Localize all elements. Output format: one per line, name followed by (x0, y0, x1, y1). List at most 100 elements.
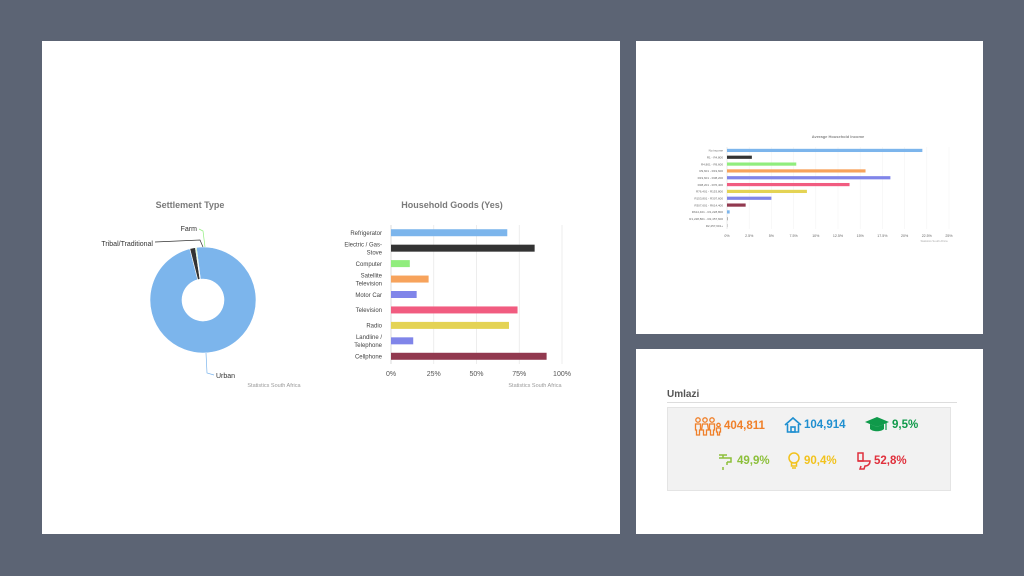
goods-category-label: Refrigerator (350, 231, 382, 237)
income-x-tick: 0% (724, 234, 730, 238)
income-category-label: R307,601 - R614,400 (694, 203, 723, 207)
goods-category-label: Cellphone (355, 355, 383, 361)
stat-electricity-value: 90,4% (804, 455, 837, 467)
pie-label: Tribal/Traditional (101, 241, 153, 248)
light-bulb-icon (788, 452, 800, 469)
income-x-tick: 22.5% (922, 234, 933, 238)
goods-bar (391, 260, 410, 268)
income-category-label: No income (709, 149, 724, 153)
stat-households: 104,914 (784, 416, 846, 434)
goods-category-label: Electric / Gas- Stove (344, 242, 382, 256)
goods-category-label: Landline / Telephone (354, 335, 382, 349)
goods-bar (391, 337, 414, 345)
graduation-cap-icon (865, 417, 889, 432)
income-panel: Average Household Income 0% 2.5% 5% 7.5% 10%… (636, 41, 983, 334)
goods-x-tick: 75% (512, 371, 526, 378)
goods-category-label-line: Satellite (361, 273, 383, 279)
goods-x-tick: 100% (553, 371, 571, 378)
goods-category-label-line: Television (356, 281, 382, 287)
area-name: Umlazi (667, 389, 700, 400)
goods-category-label: Satellite Television (356, 273, 383, 287)
income-x-tick: 12.5% (833, 234, 844, 238)
income-category-label: R4,801 - R9,600 (701, 162, 723, 166)
stat-households-value: 104,914 (804, 419, 846, 431)
stat-population: 404,811 (694, 416, 765, 436)
stat-flush-toilet: 52,8% (856, 451, 907, 471)
income-category-label: R614,401 - R1,228,800 (692, 210, 724, 214)
goods-x-tick: 50% (469, 371, 483, 378)
income-x-tick: 20% (901, 234, 909, 238)
stat-flush-toilet-value: 52,8% (874, 455, 907, 467)
pie-connector-2 (198, 228, 206, 248)
toilet-icon (857, 452, 871, 470)
income-bar (727, 148, 923, 153)
goods-category-label: Television (356, 308, 382, 314)
income-x-tick: 17.5% (877, 234, 888, 238)
goods-source: Statistics South Africa (508, 383, 562, 389)
stat-piped-water-value: 49,9% (737, 455, 770, 467)
income-bar (727, 182, 850, 187)
income-bar (727, 223, 728, 228)
pie-label: Farm (181, 226, 198, 233)
goods-category-label-line: Telephone (354, 343, 382, 349)
pie-label: Urban (216, 373, 235, 380)
water-tap-icon (719, 454, 732, 470)
income-bar (727, 176, 891, 180)
goods-category-label-line: Electric / Gas- (344, 242, 382, 248)
income-bar (727, 196, 772, 200)
goods-category-label: Computer (356, 262, 382, 268)
income-chart-svg: Average Household Income 0% 2.5% 5% 7.5% 10%… (689, 134, 953, 243)
goods-bar (391, 244, 535, 252)
income-category-label: R76,401 - R153,800 (696, 190, 723, 194)
income-bar (727, 189, 807, 194)
settlement-source: Statistics South Africa (247, 383, 301, 389)
income-x-tick: 5% (769, 234, 775, 238)
income-x-tick: 10% (812, 234, 820, 238)
goods-bar (391, 275, 429, 283)
income-chart-title: Average Household Income (812, 134, 865, 139)
goods-bar (391, 291, 417, 298)
area-stats-panel: Umlazi 404,811 104,914 (636, 349, 983, 534)
main-charts-svg: Settlement Type Urban Tribal/Traditional F… (101, 200, 571, 389)
goods-category-label-line: Landline / (356, 335, 382, 341)
income-source: Statistics South Africa (920, 239, 947, 243)
pie-slice-farm (195, 247, 201, 280)
settlement-pie: Urban Tribal/Traditional Farm (101, 226, 257, 380)
income-x-tick: 2.5% (745, 234, 754, 238)
income-category-label: R153,801 - R307,600 (694, 196, 723, 200)
goods-category-label-line: Motor Car (355, 293, 382, 299)
income-bar (727, 169, 866, 173)
income-category-label: R2,457,601+ (706, 224, 724, 228)
income-bar (727, 203, 746, 207)
goods-category-label: Radio (366, 324, 382, 330)
income-category-label: R38,201 - R76,400 (698, 183, 724, 187)
divider (667, 402, 957, 403)
stat-education: 9,5% (864, 416, 918, 434)
goods-bar (391, 321, 509, 329)
goods-category-label-line: Radio (366, 324, 382, 330)
goods-category-label: Motor Car (355, 293, 382, 299)
goods-bar (391, 229, 508, 237)
stats-box: 404,811 104,914 9,5% 49,9% 90,4% (667, 407, 951, 491)
house-icon (784, 416, 802, 433)
stat-electricity: 90,4% (786, 451, 837, 471)
goods-category-label-line: Refrigerator (350, 231, 382, 237)
goods-category-label-line: Television (356, 308, 382, 314)
income-x-tick: 15% (857, 234, 865, 238)
goods-x-tick: 25% (427, 371, 441, 378)
goods-category-label-line: Computer (356, 262, 382, 268)
income-category-label: R9,601 - R19,600 (699, 169, 723, 173)
income-x-tick: 7.5% (789, 234, 798, 238)
settlement-and-goods-panel: Settlement Type Urban Tribal/Traditional F… (42, 41, 620, 534)
income-bar-chart: 0% 2.5% 5% 7.5% 10% 12.5% 15% 17.5% 20% 22.5% 25% N… (689, 147, 953, 238)
stat-piped-water: 49,9% (717, 451, 770, 471)
pie-slice-urban (149, 246, 257, 354)
people-icon (694, 417, 722, 436)
income-category-label: R1,228,801 - R2,457,600 (689, 217, 723, 221)
income-x-tick: 25% (945, 234, 953, 238)
income-category-label: R1 - R4,800 (707, 155, 724, 159)
goods-category-label-line: Stove (367, 250, 383, 256)
income-category-label: R19,601 - R38,200 (698, 176, 724, 180)
stat-population-value: 404,811 (724, 420, 765, 432)
pie-connector-0 (205, 352, 215, 376)
